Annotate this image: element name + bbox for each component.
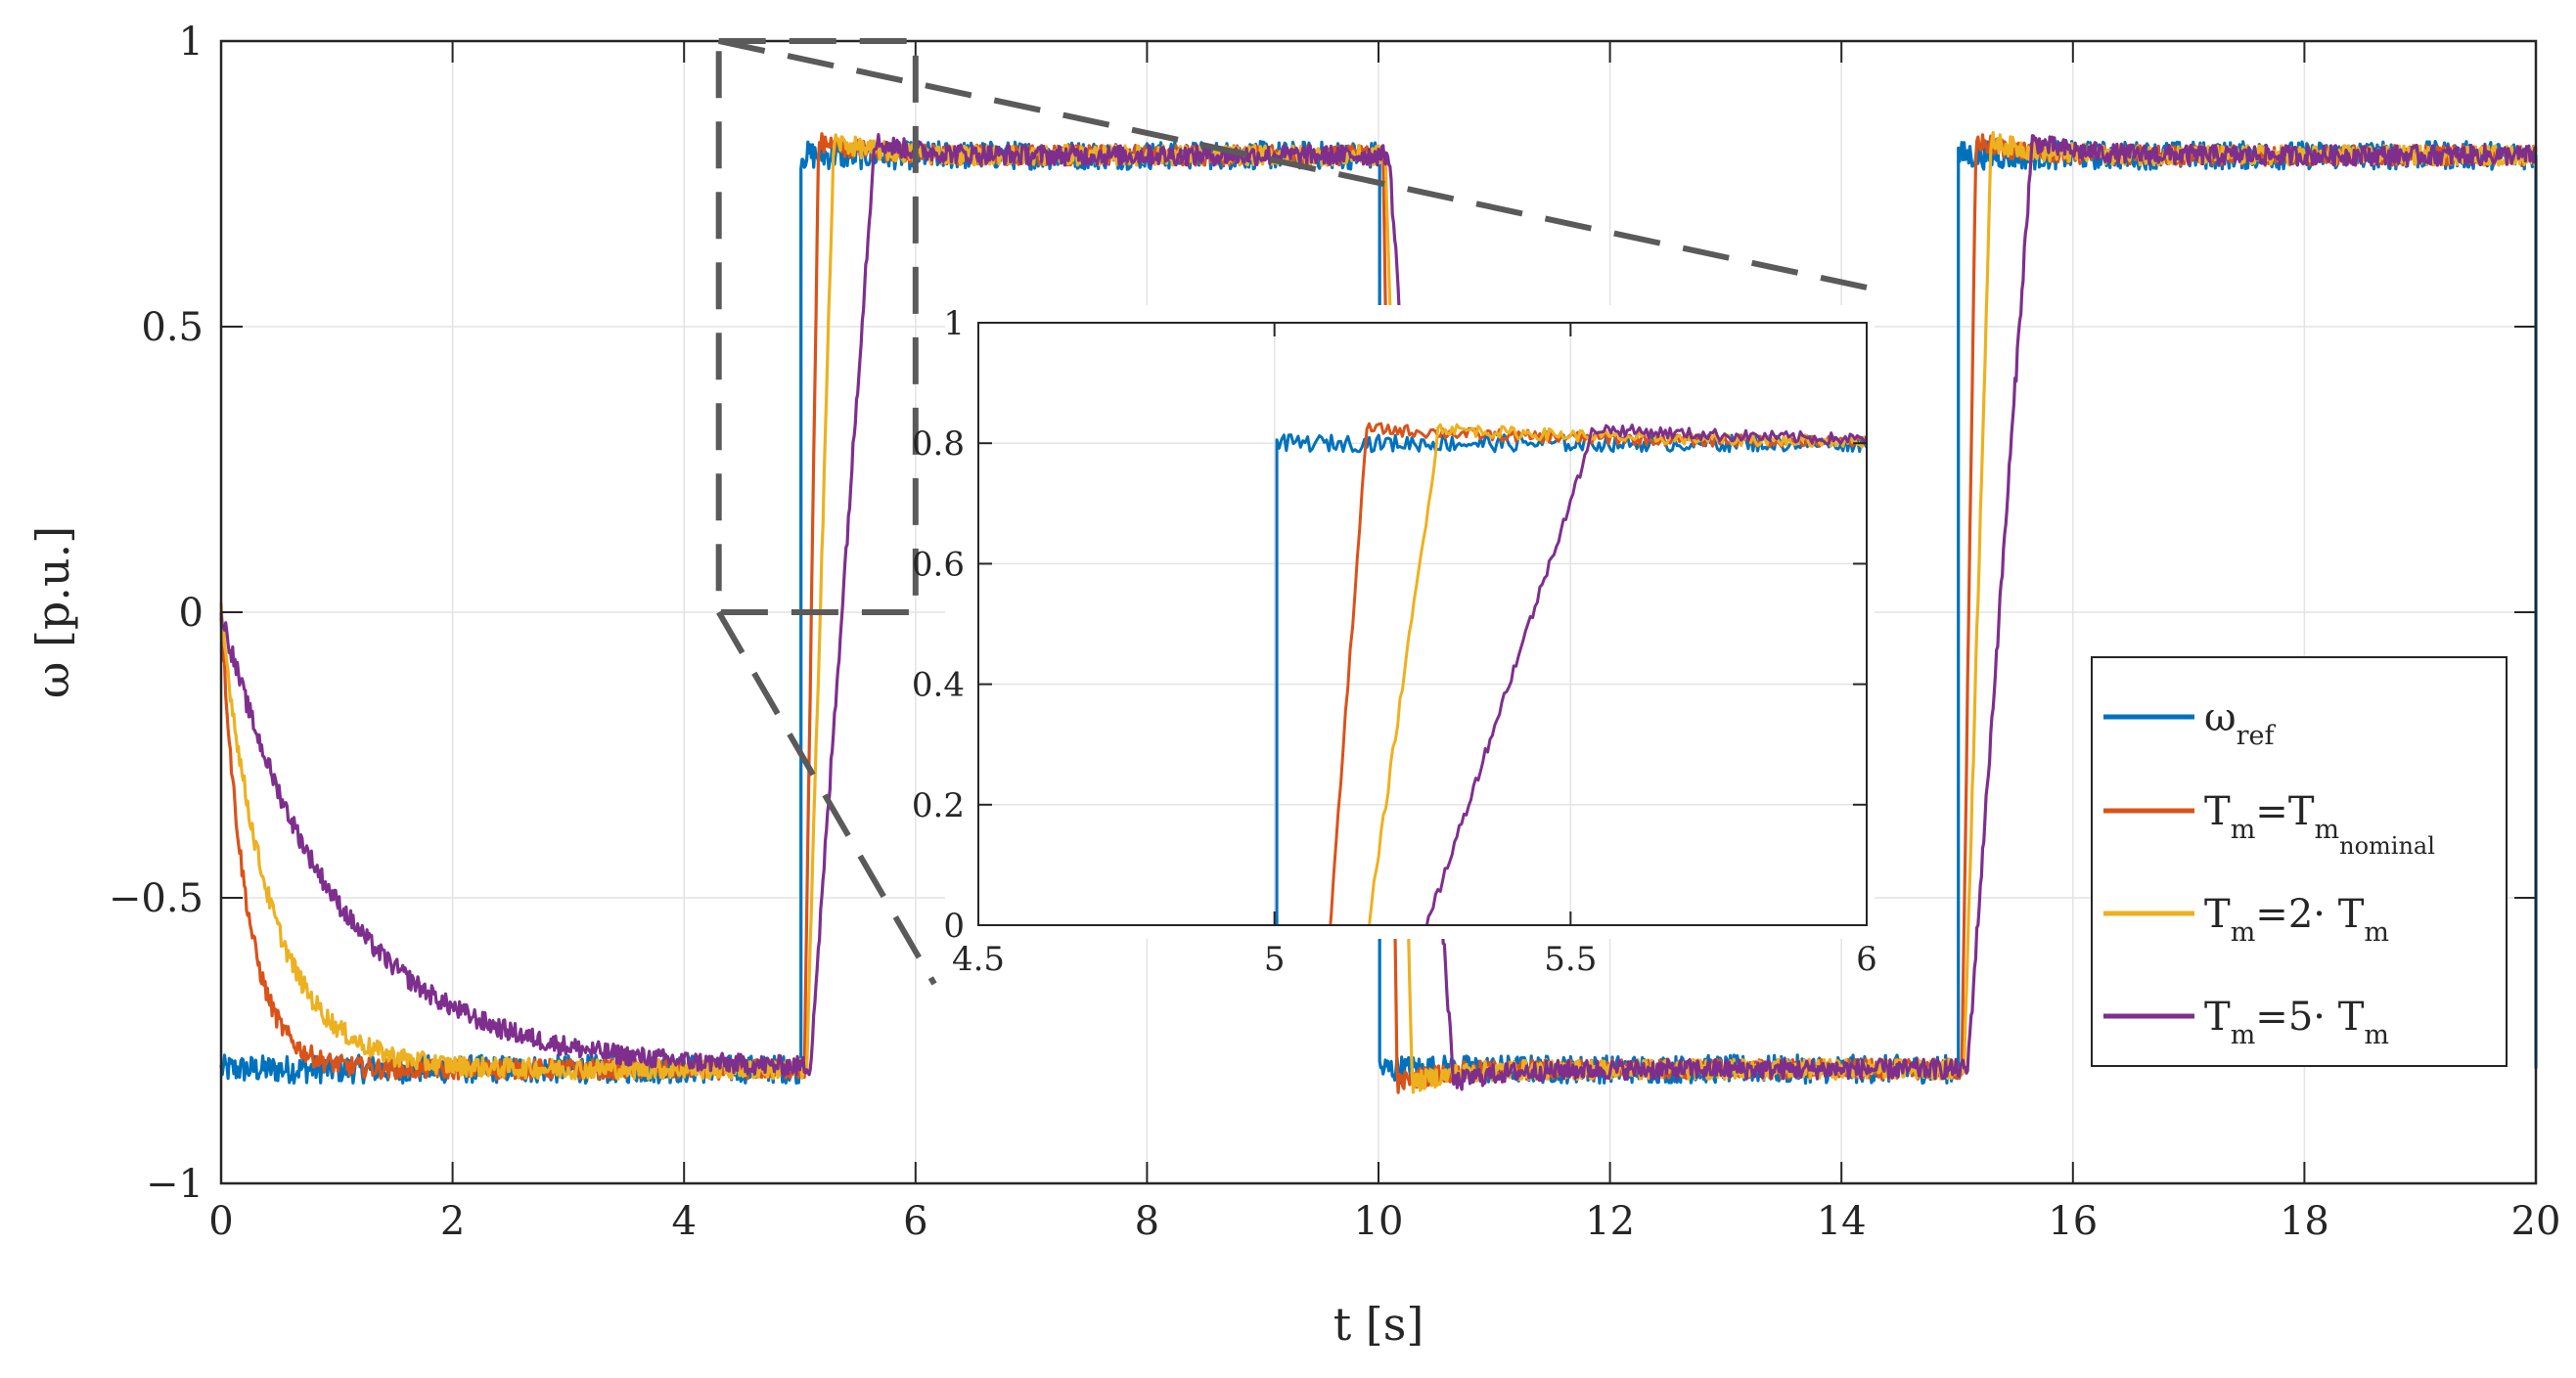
x-tick-label: 6 — [903, 1199, 927, 1244]
y-tick-label: −1 — [146, 1162, 203, 1207]
zoom-callout — [715, 38, 1868, 986]
zoom-connector-line — [716, 610, 937, 986]
legend-label-mid: =T — [2255, 789, 2315, 834]
inset-axes-box — [977, 322, 1868, 926]
y-axis-label: ω [p.u.] — [26, 526, 79, 698]
legend-label: Tm=2· Tm — [2204, 892, 2389, 948]
legend-label: Tm=Tmnominal — [2204, 789, 2435, 860]
legend-box — [2091, 656, 2508, 1067]
inset-series-line — [1275, 433, 1867, 925]
x-tick-label: 16 — [2048, 1199, 2098, 1244]
zoom-region-box — [715, 38, 919, 615]
legend-label-sub: m — [2231, 917, 2256, 948]
inset-x-tick-label: 6 — [1856, 940, 1877, 979]
inset-series-line — [1368, 422, 1867, 925]
inset-series-line — [1424, 423, 1867, 925]
inset-ticks — [977, 322, 1868, 926]
legend-label-sub2: m — [2364, 917, 2389, 948]
legend-label-mid: =5· T — [2255, 995, 2364, 1040]
legend-label-sub: ref — [2237, 721, 2277, 751]
legend-label: ωref — [2204, 695, 2277, 751]
series-line — [219, 133, 2538, 1091]
x-tick-label: 18 — [2280, 1199, 2329, 1244]
legend-label-subsub: nominal — [2339, 832, 2435, 860]
x-axis-label: t [s] — [1333, 1298, 1424, 1351]
zoom-connector-line — [718, 38, 1868, 290]
legend-label-main: T — [2204, 789, 2231, 834]
legend-label-sub: m — [2231, 815, 2256, 845]
legend-label-main: T — [2204, 892, 2231, 937]
x-tick-label: 8 — [1135, 1199, 1159, 1244]
legend-label-main: T — [2204, 995, 2231, 1040]
legend-label: Tm=5· Tm — [2204, 995, 2389, 1050]
inset-x-tick-label: 5.5 — [1544, 940, 1597, 979]
x-tick-label: 4 — [671, 1199, 696, 1244]
inset-y-tick-label: 0 — [943, 907, 965, 946]
inset-x-tick-label: 4.5 — [952, 940, 1005, 979]
x-tick-label: 0 — [208, 1199, 233, 1244]
y-tick-label: 1 — [179, 20, 203, 65]
inset-x-tick-label: 5 — [1264, 940, 1286, 979]
legend-label-main: ω — [2204, 695, 2237, 740]
legend-label-sub: m — [2231, 1020, 2256, 1050]
y-tick-label: −0.5 — [109, 876, 203, 921]
main-tick-labels: 0 2 4 6 8 10 12 14 16 18 20−1−0.500.51 — [109, 20, 2561, 1244]
y-tick-label: 0.5 — [141, 305, 203, 350]
inset-y-tick-label: 0.6 — [912, 545, 965, 584]
main-ticks — [220, 40, 2537, 1184]
inset-plot: 4.5 5 5.5 6 0 0.2 0.4 0.6 0.8 1 — [912, 304, 1877, 979]
inset-tick-labels: 4.5 5 5.5 6 0 0.2 0.4 0.6 0.8 1 — [912, 304, 1877, 979]
inset-y-tick-label: 0.2 — [912, 786, 965, 825]
x-tick-label: 14 — [1817, 1199, 1867, 1244]
x-tick-label: 10 — [1354, 1199, 1404, 1244]
legend-label-mid: =2· T — [2255, 892, 2364, 937]
legend-label-sub2: m — [2364, 1020, 2389, 1050]
legend-label-sub2: m — [2315, 815, 2340, 845]
x-tick-label: 20 — [2511, 1199, 2561, 1244]
inset-y-tick-label: 1 — [943, 304, 965, 343]
y-tick-label: 0 — [179, 591, 203, 636]
inset-plot-area — [978, 323, 1867, 925]
x-tick-label: 2 — [440, 1199, 465, 1244]
main-series — [219, 130, 2538, 1094]
inset-series — [1275, 422, 1867, 925]
inset-y-tick-label: 0.8 — [912, 424, 965, 464]
x-tick-label: 12 — [1585, 1199, 1635, 1244]
inset-y-tick-label: 0.4 — [912, 666, 965, 705]
